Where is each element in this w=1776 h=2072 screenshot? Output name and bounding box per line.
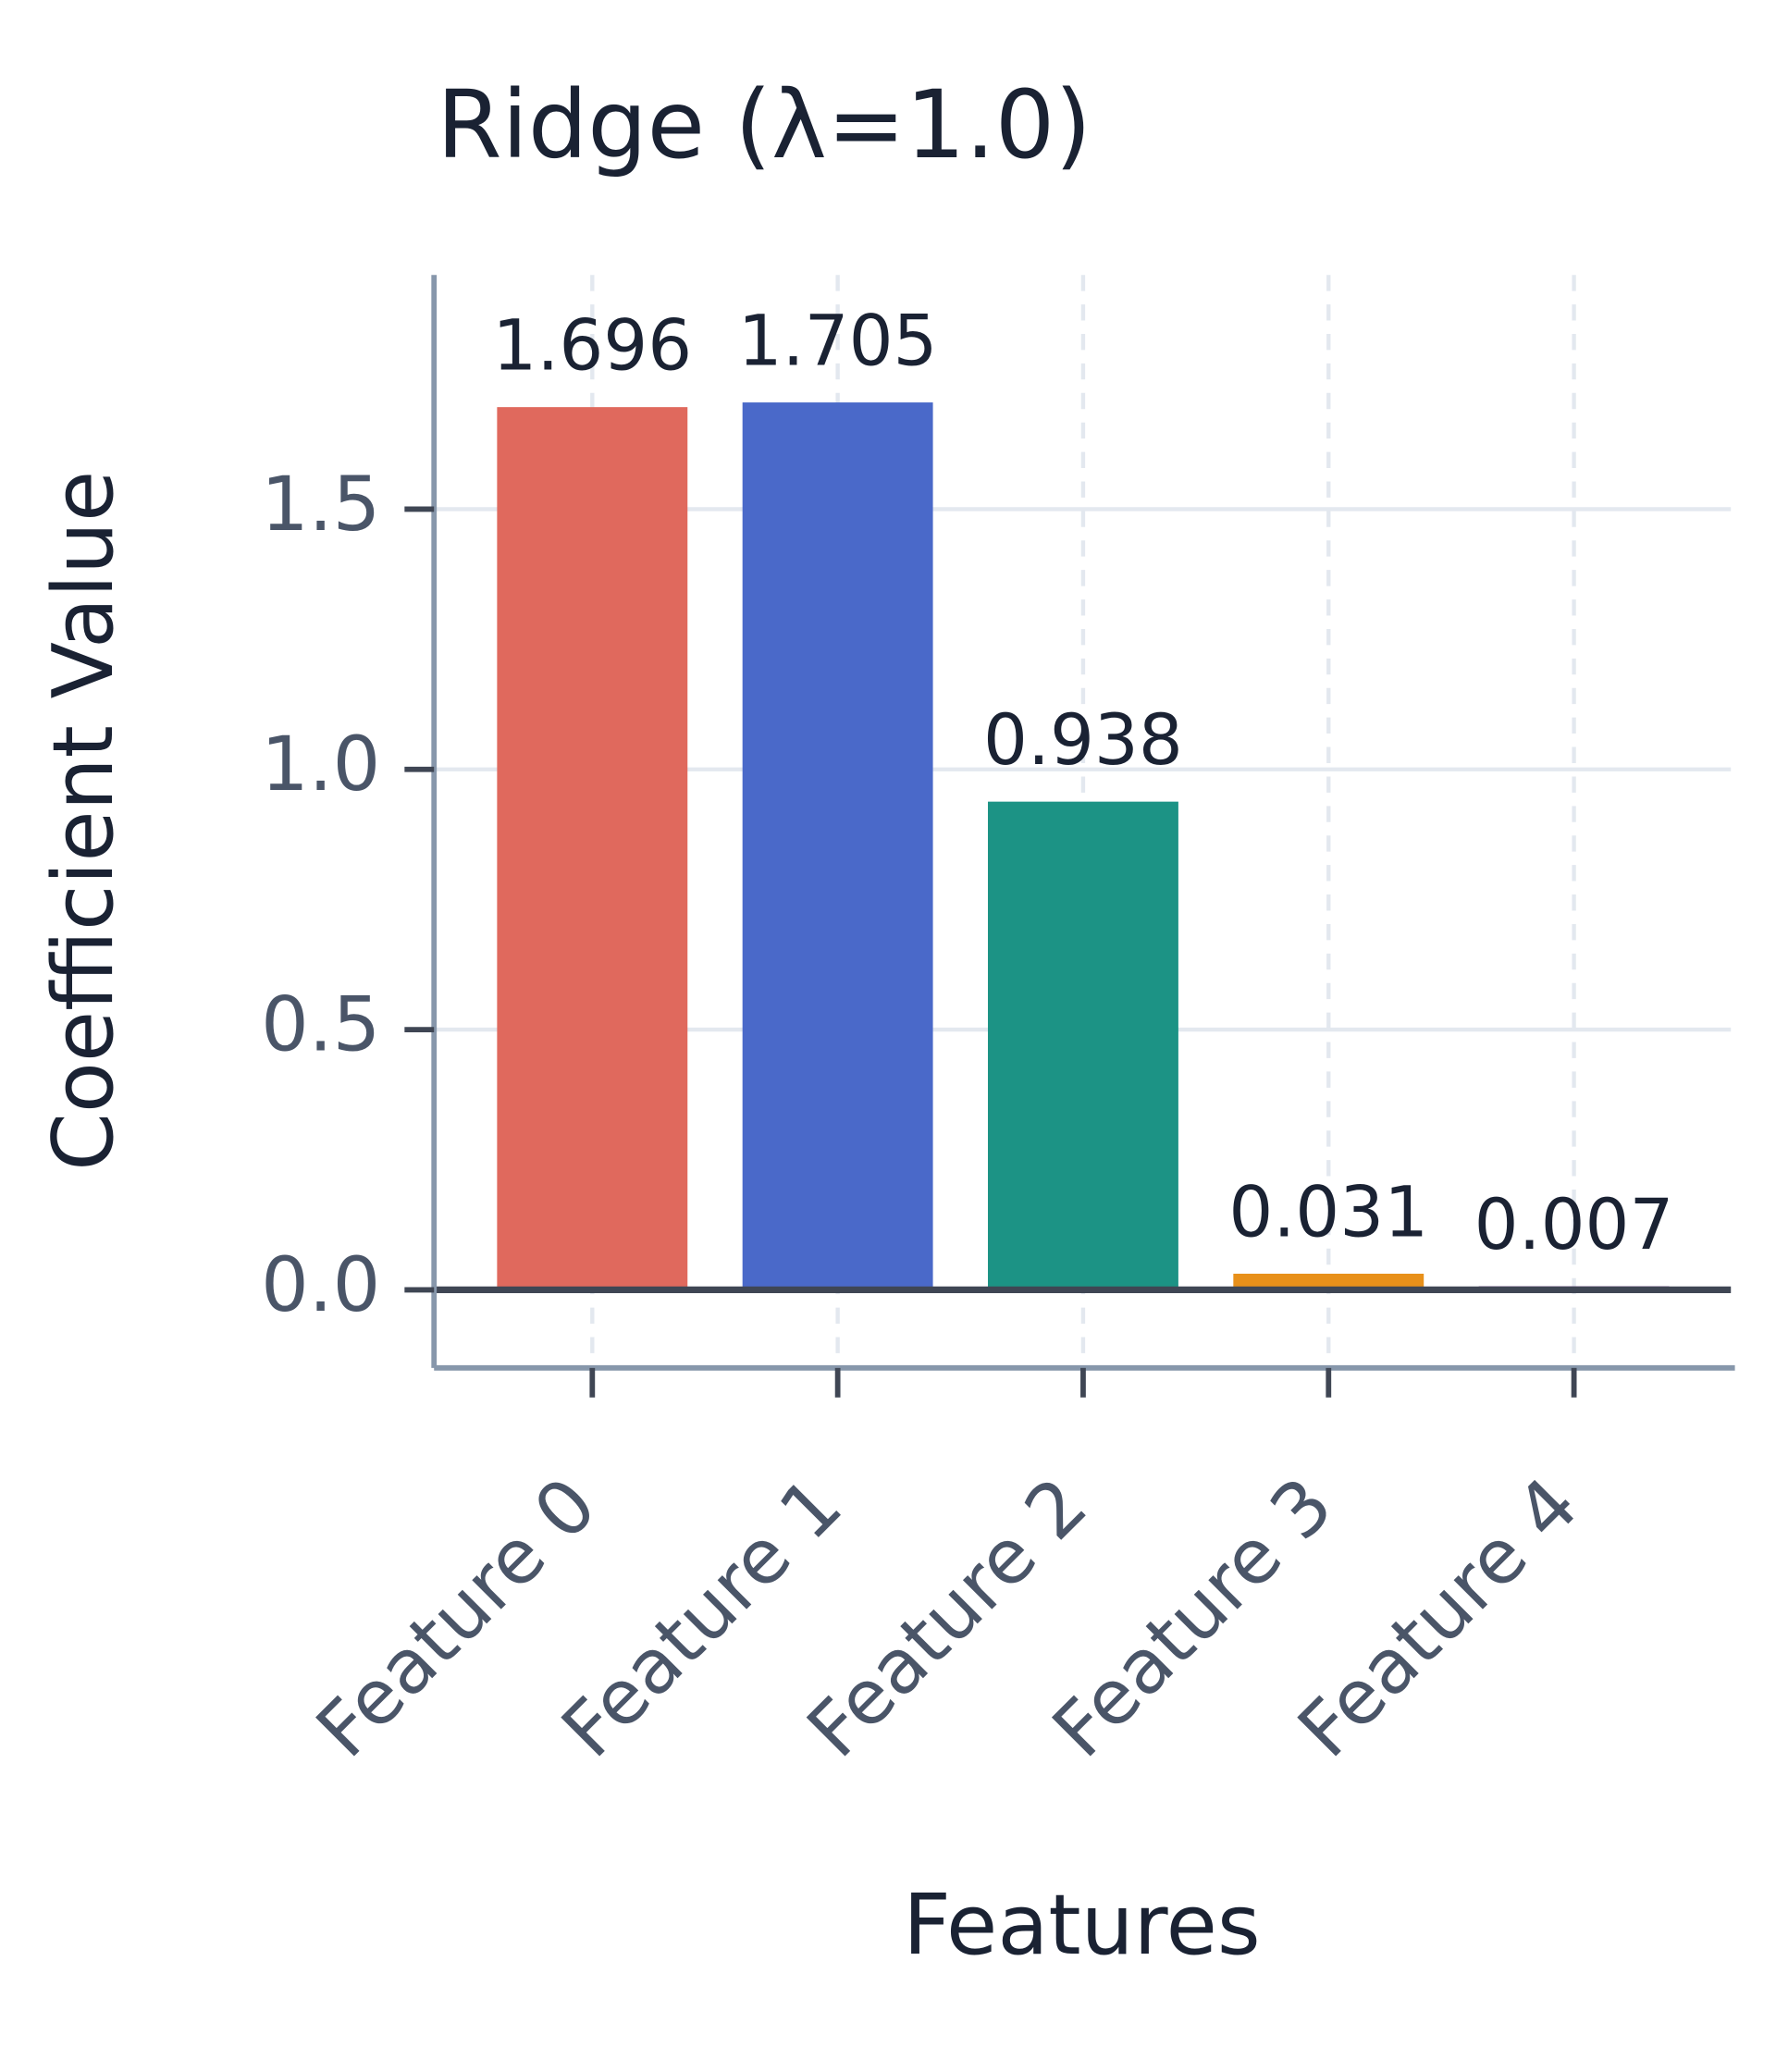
bar — [497, 407, 688, 1290]
value-label: 0.031 — [1228, 1172, 1428, 1253]
bar — [1233, 1273, 1424, 1290]
y-tick-label: 0.5 — [261, 982, 380, 1069]
bar — [988, 801, 1178, 1290]
y-tick-label: 1.0 — [261, 722, 380, 808]
value-label: 0.938 — [983, 699, 1183, 781]
value-label: 1.705 — [738, 301, 938, 382]
y-tick-label: 0.0 — [261, 1242, 380, 1329]
y-axis-label: Coefficient Value — [36, 471, 132, 1171]
y-tick-label: 1.5 — [261, 462, 380, 549]
value-label: 1.696 — [492, 305, 692, 387]
bar — [742, 402, 933, 1290]
chart-title: Ridge (λ=1.0) — [437, 70, 1092, 179]
value-label: 0.007 — [1474, 1184, 1674, 1265]
x-axis-label: Features — [903, 1878, 1260, 1974]
